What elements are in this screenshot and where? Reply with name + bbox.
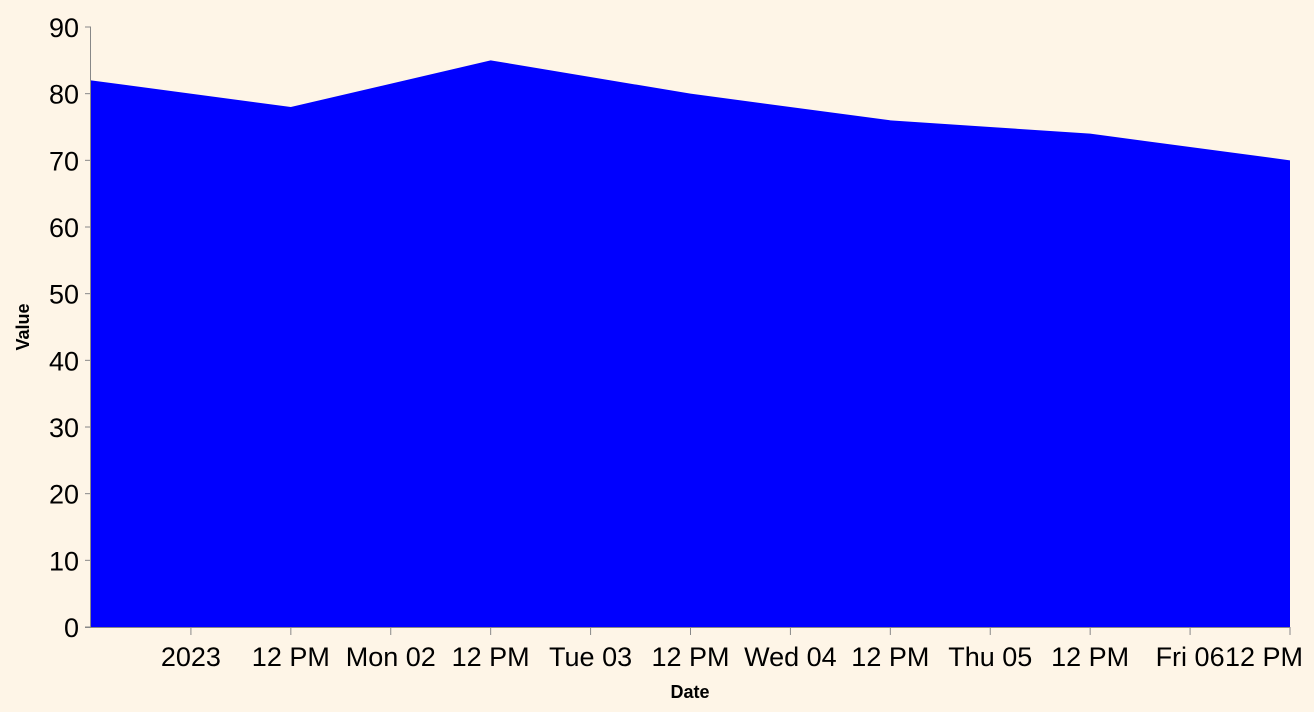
x-axis-title: Date bbox=[670, 682, 709, 702]
y-tick-label: 90 bbox=[49, 13, 79, 43]
y-tick-label: 60 bbox=[49, 213, 79, 243]
area-series-0 bbox=[91, 60, 1290, 628]
x-tick-label: 12 PM bbox=[252, 642, 330, 672]
x-tick-label: Tue 03 bbox=[549, 642, 632, 672]
y-tick-label: 10 bbox=[49, 546, 79, 576]
x-tick-label: Fri 06 bbox=[1156, 642, 1225, 672]
x-tick-label: Thu 05 bbox=[948, 642, 1032, 672]
x-tick-label: 12 PM bbox=[651, 642, 729, 672]
y-axis: 0 10 20 30 40 50 60 70 80 90 bbox=[49, 13, 91, 643]
y-axis-title: Value bbox=[13, 303, 33, 350]
x-axis: 2023 12 PM Mon 02 12 PM Tue 03 12 PM Wed 04 12 … bbox=[85, 627, 1303, 672]
area-layer bbox=[91, 60, 1290, 628]
x-tick-label: 12 PM bbox=[851, 642, 929, 672]
x-tick-label: Wed 04 bbox=[744, 642, 837, 672]
y-tick-label: 20 bbox=[49, 480, 79, 510]
y-tick-label: 30 bbox=[49, 413, 79, 443]
x-tick-label: Mon 02 bbox=[346, 642, 436, 672]
y-tick-label: 50 bbox=[49, 280, 79, 310]
y-tick-label: 80 bbox=[49, 80, 79, 110]
x-tick-label: 12 PM bbox=[1051, 642, 1129, 672]
y-tick-label: 40 bbox=[49, 346, 79, 376]
x-tick-label: 12 PM bbox=[452, 642, 530, 672]
y-tick-label: 70 bbox=[49, 146, 79, 176]
y-tick-label: 0 bbox=[64, 613, 79, 643]
x-tick-label: 2023 bbox=[161, 642, 221, 672]
x-tick-label: 12 PM bbox=[1225, 642, 1303, 672]
